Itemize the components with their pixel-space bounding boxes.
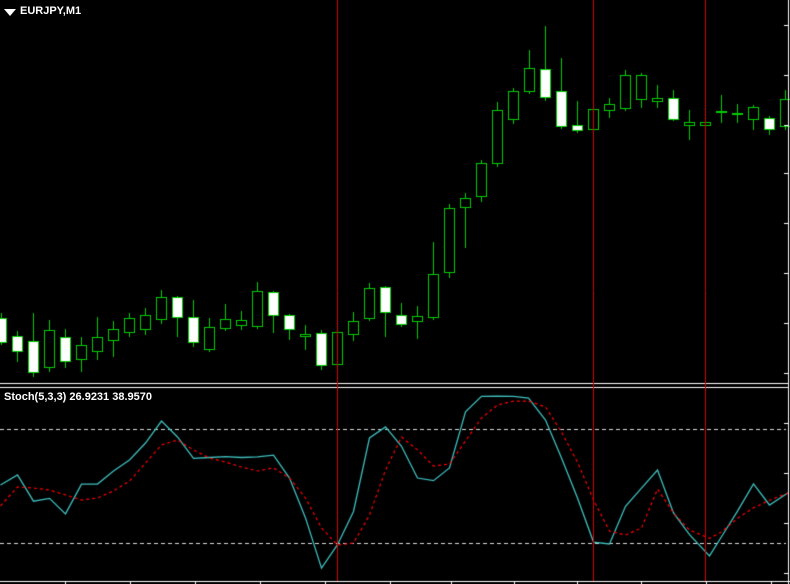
one-click-panel-triangle-icon[interactable] xyxy=(4,9,16,16)
symbol-period-label: EURJPY,M1 xyxy=(20,5,82,17)
stochastic-indicator-label: Stoch(5,3,3) 26.9231 38.9570 xyxy=(4,391,152,403)
